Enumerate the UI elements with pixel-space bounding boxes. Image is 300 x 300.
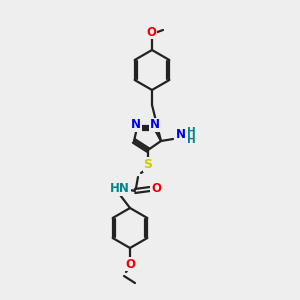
Text: H: H [187, 135, 196, 145]
Text: N: N [131, 118, 141, 131]
Text: N: N [176, 128, 186, 142]
Text: S: S [143, 158, 152, 170]
Text: O: O [151, 182, 161, 196]
Text: O: O [125, 257, 135, 271]
Text: N: N [150, 118, 160, 131]
Text: O: O [146, 26, 156, 38]
Text: HN: HN [110, 182, 130, 196]
Text: H: H [187, 127, 196, 137]
